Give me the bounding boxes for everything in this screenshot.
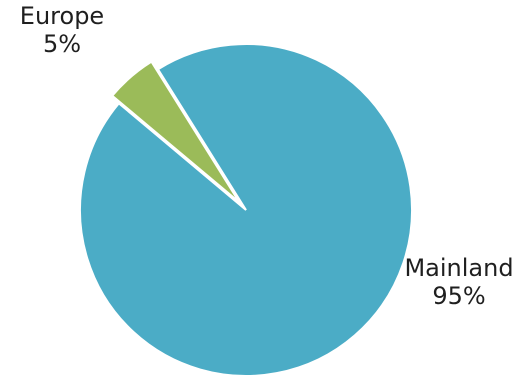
- mainland-category-label: Mainland: [404, 254, 514, 282]
- mainland-percent-label: 95%: [432, 282, 486, 311]
- europe-pie-slice: [110, 60, 241, 204]
- mainland-data-label: Mainland 95%: [387, 254, 530, 311]
- mainland-pie-slice: [79, 43, 414, 376]
- europe-category-label: Europe: [19, 2, 105, 30]
- europe-data-label: Europe 5%: [0, 2, 124, 59]
- europe-percent-label: 5%: [42, 30, 82, 59]
